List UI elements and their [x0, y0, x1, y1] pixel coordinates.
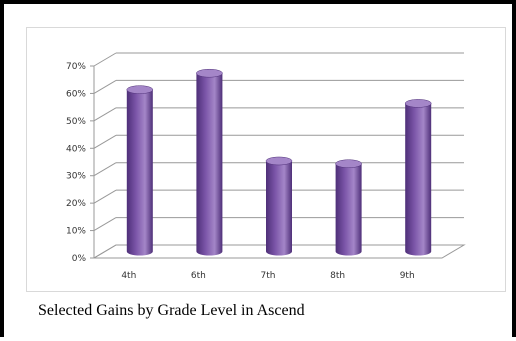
y-tick-label: 40% — [66, 144, 86, 154]
gridline-side — [93, 107, 117, 122]
bar-6th — [196, 73, 223, 256]
bar-top-9th — [404, 99, 432, 108]
gridline-side — [93, 134, 117, 149]
gridline-side — [93, 162, 117, 177]
y-tick-label: 60% — [66, 89, 86, 99]
y-tick-label: 0% — [72, 254, 87, 264]
y-tick-label: 50% — [66, 117, 86, 127]
y-tick-label: 20% — [66, 199, 86, 209]
bar-top-8th — [335, 159, 362, 168]
gridline-side — [93, 217, 117, 232]
x-tick-label: 4th — [121, 271, 136, 281]
gridline-side — [93, 52, 117, 67]
gridline-side — [93, 79, 117, 94]
bar-top-7th — [265, 156, 293, 166]
chart-caption: Selected Gains by Grade Level in Ascend — [38, 302, 305, 319]
x-tick-label: 8th — [330, 271, 345, 281]
bar-top-4th — [126, 85, 154, 94]
bar-4th — [126, 89, 153, 256]
x-tick-label: 9th — [400, 271, 415, 281]
gridline-side — [93, 189, 117, 204]
bar-9th — [405, 103, 432, 256]
y-tick-label: 70% — [66, 62, 86, 72]
x-tick-label: 6th — [191, 271, 206, 281]
bar-top-6th — [196, 68, 223, 78]
x-tick-label: 7th — [261, 271, 276, 281]
chart-floor — [92, 244, 466, 259]
y-tick-label: 30% — [66, 172, 86, 182]
bar-7th — [266, 160, 292, 256]
y-tick-label: 10% — [66, 227, 86, 237]
bar-8th — [335, 163, 362, 256]
grade-gains-chart: 0% 10% 20% 30% 40% 50% 60% 70% 4th 6th 7th 8th 9th — [66, 52, 466, 281]
